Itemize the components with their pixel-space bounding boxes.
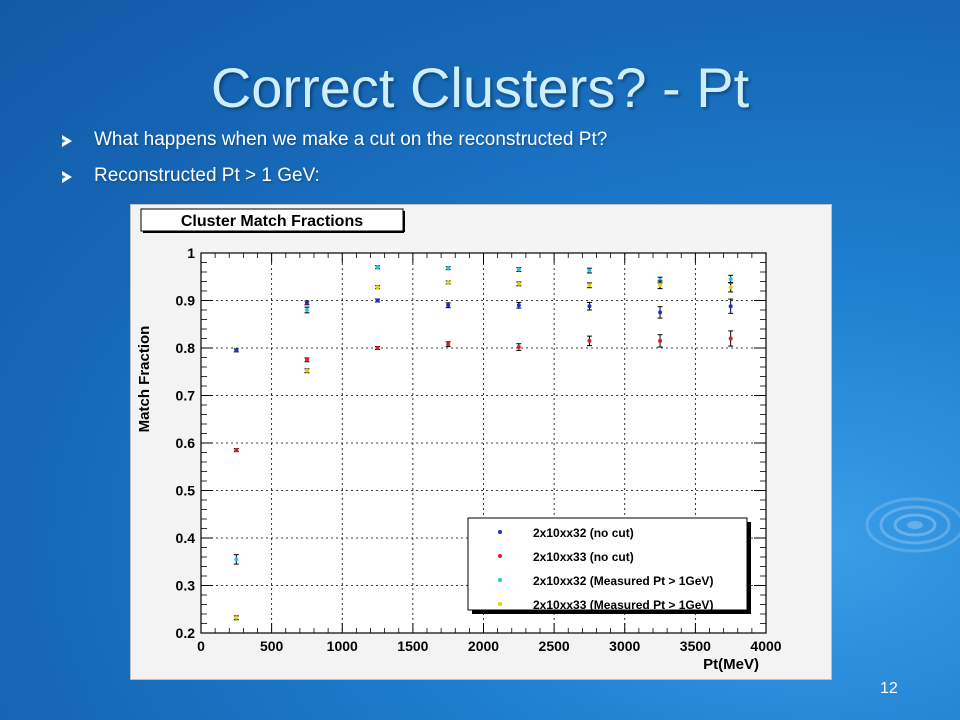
page-number: 12 — [880, 680, 898, 697]
data-point — [304, 300, 310, 306]
data-point — [445, 266, 451, 271]
legend-label: 2x10xx33 (Measured Pt > 1GeV) — [533, 598, 713, 612]
data-point — [233, 615, 239, 621]
legend-box — [467, 517, 748, 611]
tick-labels: 0 500 1000 1500 2000 2500 3000 3500 4000 0.2 0.3 0.… — [176, 245, 782, 654]
data-point — [728, 281, 734, 293]
legend-entry: 2x10xx32 (Measured Pt > 1GeV) — [498, 574, 713, 588]
chart-panel: Cluster Match Fractions 0 500 1000 1500 2000… — [130, 204, 832, 680]
data-point — [728, 298, 734, 314]
data-point — [375, 265, 381, 270]
data-point — [233, 554, 239, 565]
y-tick-label: 0.4 — [176, 530, 196, 546]
chart-title: Cluster Match Fractions — [181, 213, 363, 230]
data-point — [233, 448, 239, 453]
legend-label: 2x10xx33 (no cut) — [533, 550, 634, 564]
data-point — [516, 343, 522, 351]
y-tick-label: 0.7 — [176, 388, 196, 404]
y-tick-label: 0.2 — [176, 625, 196, 641]
y-tick-label: 0.6 — [176, 435, 196, 451]
data-point — [445, 280, 451, 285]
y-tick-label: 0.3 — [176, 578, 196, 594]
data-point — [586, 282, 592, 289]
data-point — [304, 306, 310, 314]
legend-entry: 2x10xx33 (Measured Pt > 1GeV) — [498, 598, 713, 612]
x-tick-label: 2500 — [539, 638, 570, 654]
x-tick-label: 1000 — [327, 638, 358, 654]
cluster-match-chart: Cluster Match Fractions 0 500 1000 1500 2000… — [136, 208, 782, 673]
data-point — [586, 267, 592, 274]
x-tick-label: 1500 — [397, 638, 428, 654]
bullet-list: What happens when we make a cut on the r… — [62, 128, 607, 200]
data-point — [375, 346, 381, 350]
data-point — [586, 335, 592, 347]
data-point — [304, 368, 310, 374]
axis-ticks — [200, 252, 767, 634]
data-point — [516, 281, 522, 287]
data-point — [657, 334, 663, 348]
data-points — [233, 265, 734, 621]
data-point — [728, 330, 734, 347]
x-tick-label: 3000 — [609, 638, 640, 654]
x-tick-label: 3500 — [680, 638, 711, 654]
arrow-bullet-icon — [62, 135, 72, 147]
y-axis-label: Match Fraction — [136, 326, 153, 433]
bullet-text: Reconstructed Pt > 1 GeV: — [94, 165, 320, 186]
data-point — [445, 341, 451, 348]
legend-label: 2x10xx32 (Measured Pt > 1GeV) — [533, 574, 713, 588]
data-point — [516, 301, 522, 309]
x-tick-label: 4000 — [750, 638, 781, 654]
legend: 2x10xx32 (no cut) 2x10xx33 (no cut) 2x10xx… — [467, 517, 751, 614]
y-tick-label: 0.8 — [176, 340, 196, 356]
legend-label: 2x10xx32 (no cut) — [533, 526, 634, 540]
bullet-text: What happens when we make a cut on the r… — [94, 129, 608, 150]
data-point — [586, 301, 592, 311]
data-point — [657, 280, 663, 290]
bullet-item: What happens when we make a cut on the r… — [62, 128, 607, 152]
x-tick-label: 500 — [260, 638, 284, 654]
y-tick-label: 0.5 — [176, 483, 196, 499]
data-point — [375, 285, 381, 290]
data-point — [304, 357, 310, 363]
legend-marker — [498, 578, 502, 582]
x-tick-label: 2000 — [468, 638, 499, 654]
legend-entry: 2x10xx32 (no cut) — [498, 526, 634, 540]
data-point — [375, 298, 381, 303]
legend-marker — [498, 554, 502, 558]
water-ripple-decoration — [865, 497, 960, 553]
arrow-bullet-icon — [62, 171, 72, 183]
x-tick-label: 0 — [197, 638, 205, 654]
data-point — [657, 306, 663, 319]
x-axis-label: Pt(MeV) — [703, 656, 759, 673]
legend-marker — [498, 530, 502, 534]
data-point — [233, 348, 239, 353]
legend-entry: 2x10xx33 (no cut) — [498, 550, 634, 564]
data-point — [445, 302, 451, 309]
y-tick-label: 0.9 — [176, 293, 196, 309]
y-tick-label: 1 — [187, 245, 195, 261]
legend-marker — [498, 602, 502, 606]
data-point — [516, 267, 522, 273]
slide-title: Correct Clusters? - Pt — [210, 56, 750, 119]
bullet-item: Reconstructed Pt > 1 GeV: — [62, 164, 607, 188]
